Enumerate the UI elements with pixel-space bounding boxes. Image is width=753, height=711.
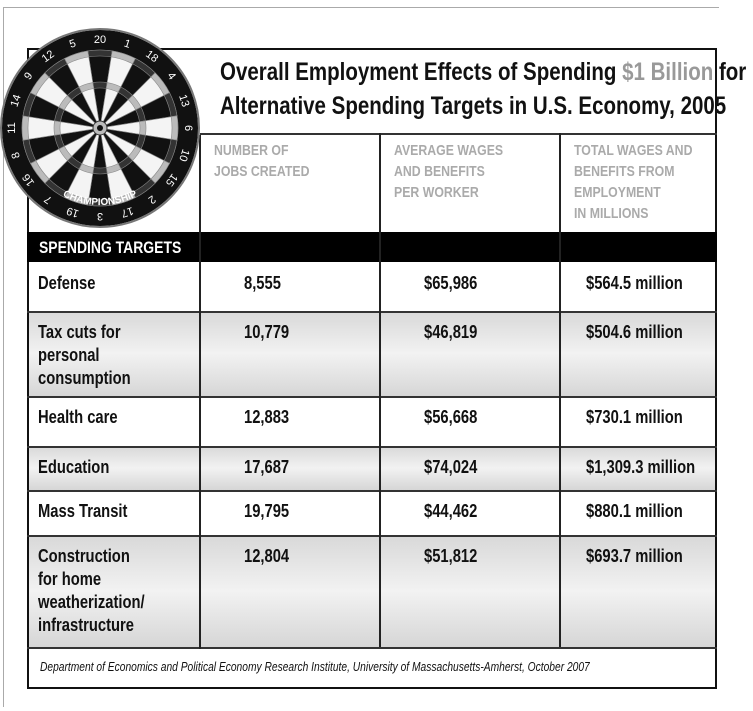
row-label: Defense — [38, 272, 95, 295]
dart-number: 6 — [182, 125, 194, 131]
cell: 19,795 — [244, 500, 289, 523]
cell: $51,812 — [424, 545, 477, 568]
row-label: consumption — [38, 367, 131, 390]
cell: $504.6 million — [586, 321, 683, 344]
cell: $880.1 million — [586, 500, 683, 523]
cell: $564.5 million — [586, 272, 683, 295]
dart-segment — [171, 116, 178, 140]
cell: 12,804 — [244, 545, 289, 568]
dart-number: 20 — [94, 34, 106, 46]
dart-segment — [140, 121, 146, 135]
title-line1: Overall Employment Effects of Spending $… — [220, 58, 746, 87]
source: Department of Economics and Political Ec… — [40, 660, 590, 674]
dart-segment — [88, 50, 112, 57]
cell: $74,024 — [424, 456, 477, 479]
section-bar: SPENDING TARGETS — [27, 232, 717, 262]
dart-number: 3 — [97, 210, 103, 222]
row-label: weatherization/ — [38, 591, 145, 614]
rule — [27, 647, 717, 649]
dart-segment — [22, 116, 29, 140]
row-rule — [27, 446, 717, 448]
cell: $65,986 — [424, 272, 477, 295]
row-label: personal — [38, 344, 100, 367]
column-header: AND BENEFITS — [394, 161, 485, 182]
page: Overall Employment Effects of Spending $… — [0, 0, 753, 711]
row-label: for home — [38, 568, 101, 591]
frame-top — [3, 7, 719, 8]
row-rule — [27, 490, 717, 492]
column-header: EMPLOYMENT — [574, 182, 661, 203]
column-header: PER WORKER — [394, 182, 479, 203]
row-label: Construction — [38, 545, 130, 568]
column-header: TOTAL WAGES AND — [574, 140, 692, 161]
row-label: infrastructure — [38, 614, 134, 637]
dart-number: 11 — [6, 122, 18, 133]
cell: $1,309.3 million — [586, 456, 695, 479]
cell: $46,819 — [424, 321, 477, 344]
dart-segment — [93, 82, 107, 88]
cell: $44,462 — [424, 500, 477, 523]
column-header: JOBS CREATED — [214, 161, 309, 182]
row-label: Health care — [38, 406, 118, 429]
row-label: Tax cuts for — [38, 321, 121, 344]
row-label: Education — [38, 456, 109, 479]
dart-segment — [54, 121, 60, 135]
column-header: IN MILLIONS — [574, 203, 648, 224]
section-label: SPENDING TARGETS — [39, 238, 181, 258]
cell: $56,668 — [424, 406, 477, 429]
cell: $730.1 million — [586, 406, 683, 429]
cell: 10,779 — [244, 321, 289, 344]
rule — [200, 133, 717, 135]
title-line2: Alternative Spending Targets in U.S. Eco… — [220, 92, 726, 121]
column-header: AVERAGE WAGES — [394, 140, 503, 161]
column-header: NUMBER OF — [214, 140, 288, 161]
cell: 17,687 — [244, 456, 289, 479]
column-header: BENEFITS FROM — [574, 161, 674, 182]
row-rule — [27, 535, 717, 537]
row-label: Mass Transit — [38, 500, 127, 523]
column-rule — [559, 133, 561, 647]
cell: $693.7 million — [586, 545, 683, 568]
title-text: Overall Employment Effects of Spending — [220, 58, 616, 86]
dart-bullseye — [97, 125, 103, 131]
title-highlight: $1 Billion — [622, 58, 713, 86]
title-text: for — [719, 58, 746, 86]
row-rule — [27, 396, 717, 398]
row-rule — [27, 311, 717, 313]
dart-segment — [93, 168, 107, 174]
cell: 12,883 — [244, 406, 289, 429]
column-rule — [379, 133, 381, 647]
cell: 8,555 — [244, 272, 281, 295]
